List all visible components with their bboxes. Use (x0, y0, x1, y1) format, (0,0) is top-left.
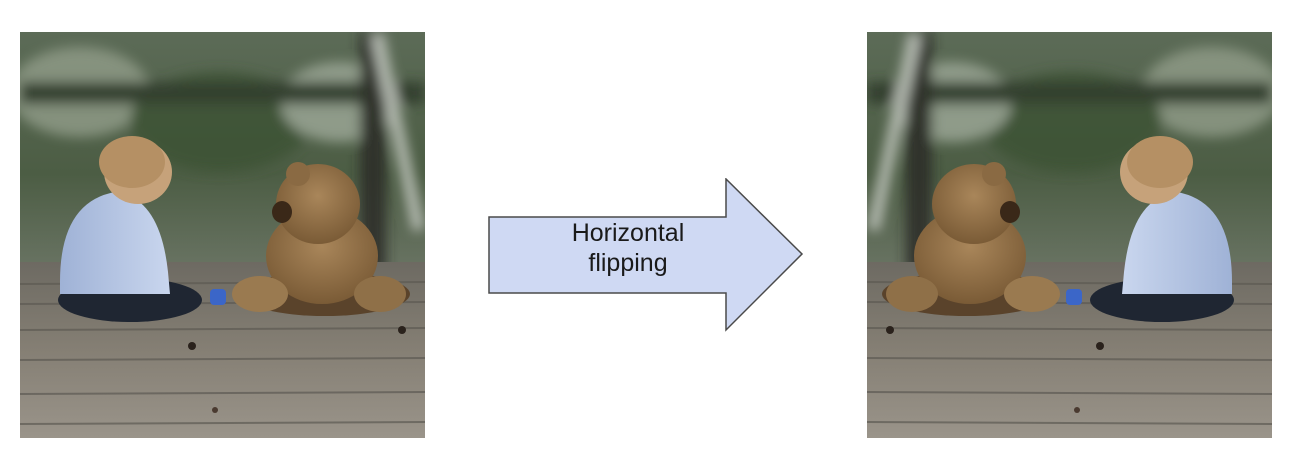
right-arrow-shape (488, 178, 804, 332)
child-and-teddy-bear-image (20, 32, 425, 438)
arrow-label-line2: flipping (588, 249, 668, 277)
arrow-label-line1: Horizontal (571, 219, 685, 247)
flipped-child-and-teddy-bear-image (867, 32, 1272, 438)
original-photo (20, 32, 425, 438)
arrow-label: Horizontal flipping (488, 218, 768, 278)
flipped-photo (867, 32, 1272, 438)
arrow-body (488, 178, 804, 332)
